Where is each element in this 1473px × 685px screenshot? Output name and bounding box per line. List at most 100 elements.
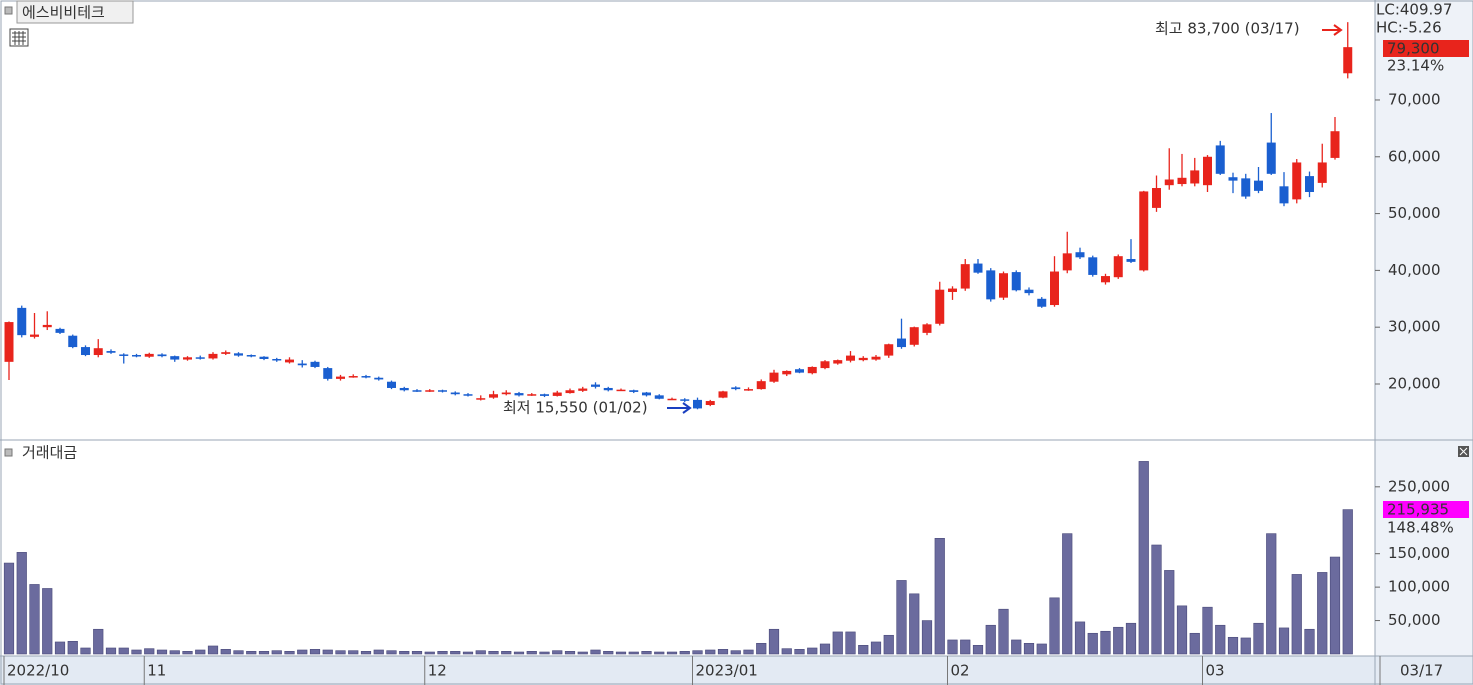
candle-body [1050,271,1059,306]
x-tick-label: 2023/01 [696,662,758,680]
x-tick-label: 11 [147,662,166,680]
x-tick-label: 12 [428,662,447,680]
volume-bar [144,648,155,655]
low-note: 최저 15,550 (01/02) [503,399,648,417]
candle-body [93,348,103,356]
volume-tag-label: 215,935 [1387,501,1449,519]
volume-bar [717,649,729,655]
candle-body [1330,131,1340,158]
title-box[interactable] [16,0,134,24]
volume-bar [501,651,512,655]
candle-body [438,390,447,392]
y-tick-label: 40,000 [1388,261,1441,279]
candle-body [514,393,524,396]
volume-bar [348,650,359,655]
volume-bar [921,620,933,655]
high-note: 최고 83,700 (03/17) [1155,20,1300,38]
candle-body [1011,272,1021,291]
y-tick-label: 150,000 [1388,544,1450,562]
volume-bar [960,639,971,655]
candle-body [756,381,766,390]
volume-bar [424,651,435,655]
candle-body [30,334,39,337]
grid-icon-lines [12,31,26,45]
volume-bar [1011,639,1022,655]
candle-body [1203,156,1212,186]
volume-bar [309,649,321,655]
volume-bar [118,647,129,655]
volume-bar [1176,605,1188,655]
candle-body [1279,186,1289,204]
volume-bar [1036,643,1047,655]
volume-bar [654,651,665,655]
candle-body [603,387,613,391]
volume-bar [896,580,907,655]
volume-bar [373,649,384,655]
candle-body [4,322,14,362]
volume-bar [577,651,588,655]
volume-bar [539,651,550,655]
volume-bar [16,552,27,655]
candle-body [642,392,651,396]
volume-title: 거래대금 [22,444,77,462]
y-tick-label: 30,000 [1388,318,1441,336]
volume-bar [450,651,461,655]
volume-bar [1113,626,1124,655]
volume-bar [233,650,244,655]
candle-body [1164,179,1174,186]
y-tick-label: 70,000 [1388,90,1441,108]
candle-body [361,376,371,378]
candle-body [1317,162,1327,183]
volume-bar [743,649,754,655]
candle-body [616,389,626,392]
candle-body [769,372,779,382]
volume-bar [513,651,525,655]
candle-body [807,366,817,374]
volume-bar [552,650,563,655]
volume-bar [679,651,690,655]
candle-body [1152,188,1161,208]
candle-body [221,352,231,354]
volume-bar [998,608,1009,655]
candle-body [884,344,894,356]
candle-body [999,273,1008,298]
candle-body [132,355,141,357]
low-arrow [667,402,692,414]
candle-body [323,368,333,379]
volume-bar [156,649,168,655]
candle-body [846,355,855,361]
volume-bar [628,651,639,655]
candle-body [744,389,753,391]
candle-body [973,263,983,273]
candle-body [106,351,116,353]
panel-icon[interactable] [4,6,13,15]
volume-bar [1100,630,1111,655]
volume-bar [615,651,627,655]
price-tag-label: 79,300 [1387,40,1440,58]
candle-body [489,394,498,398]
candle-body [833,360,843,364]
x-tick-label: 02 [951,662,970,680]
volume-bar [1304,628,1315,655]
volume-bar [985,624,996,655]
candle-body [1228,177,1238,181]
volume-bar [603,651,614,655]
volume-bar [1202,606,1213,655]
candle-body [1254,180,1263,191]
candle-body [897,338,906,348]
y-tick-label: 20,000 [1388,374,1441,392]
volume-bar [590,649,601,655]
candle-body [1113,256,1123,278]
candle-body [399,387,409,391]
candle-body [960,264,970,289]
candle-body [81,347,90,356]
panel-icon[interactable] [4,448,13,457]
candle-body [1343,47,1353,74]
candle-body [540,394,549,396]
volume-bar [105,647,117,655]
volume-bar [666,651,678,655]
y-tick-label: 100,000 [1388,578,1450,596]
volume-bar [93,628,104,655]
candle-body [42,324,52,328]
